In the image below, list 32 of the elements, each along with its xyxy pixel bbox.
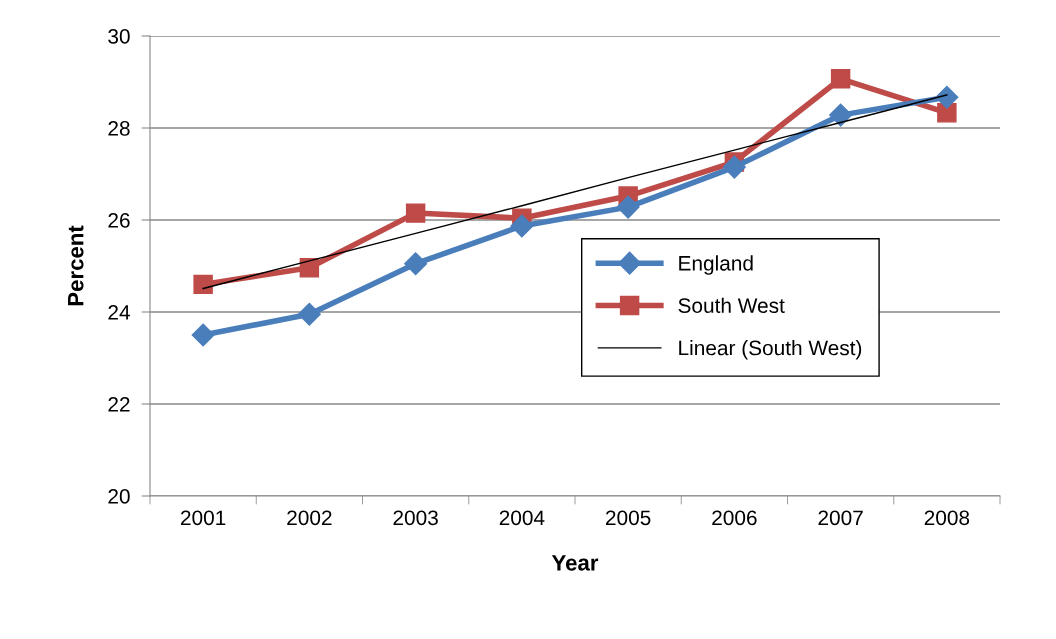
point bbox=[193, 274, 213, 295]
x-axis-title: Year bbox=[551, 555, 599, 571]
legend-label: Linear (South West) bbox=[679, 340, 862, 360]
point bbox=[297, 302, 321, 326]
y-tick-label: 28 bbox=[108, 121, 130, 136]
y-axis-title: Percent bbox=[68, 225, 84, 306]
x-tick-label: 2007 bbox=[818, 510, 863, 526]
y-tick-label: 24 bbox=[108, 305, 130, 320]
point bbox=[404, 252, 428, 276]
x-tick-label: 2004 bbox=[499, 510, 545, 526]
x-tick-label: 2008 bbox=[924, 510, 970, 526]
y-tick-label: 22 bbox=[108, 397, 130, 412]
point bbox=[299, 258, 320, 278]
x-tick-label: 2003 bbox=[393, 510, 438, 526]
point bbox=[722, 155, 746, 179]
point bbox=[405, 203, 426, 223]
point bbox=[937, 103, 957, 123]
y-tick-label: 26 bbox=[108, 213, 130, 228]
y-tick-label: 30 bbox=[108, 29, 130, 44]
x-tick-label: 2002 bbox=[287, 510, 332, 526]
y-tick-label: 20 bbox=[108, 489, 130, 504]
x-tick-label: 2005 bbox=[606, 510, 651, 526]
point bbox=[829, 103, 853, 127]
x-tick-label: 2001 bbox=[181, 510, 226, 526]
point bbox=[830, 69, 851, 89]
point bbox=[616, 195, 640, 219]
x-tick-label: 2006 bbox=[712, 510, 757, 526]
point bbox=[935, 85, 959, 109]
point bbox=[510, 214, 534, 238]
point bbox=[191, 323, 215, 347]
legend-label: England bbox=[679, 255, 753, 275]
legend-label: South West bbox=[678, 297, 785, 313]
